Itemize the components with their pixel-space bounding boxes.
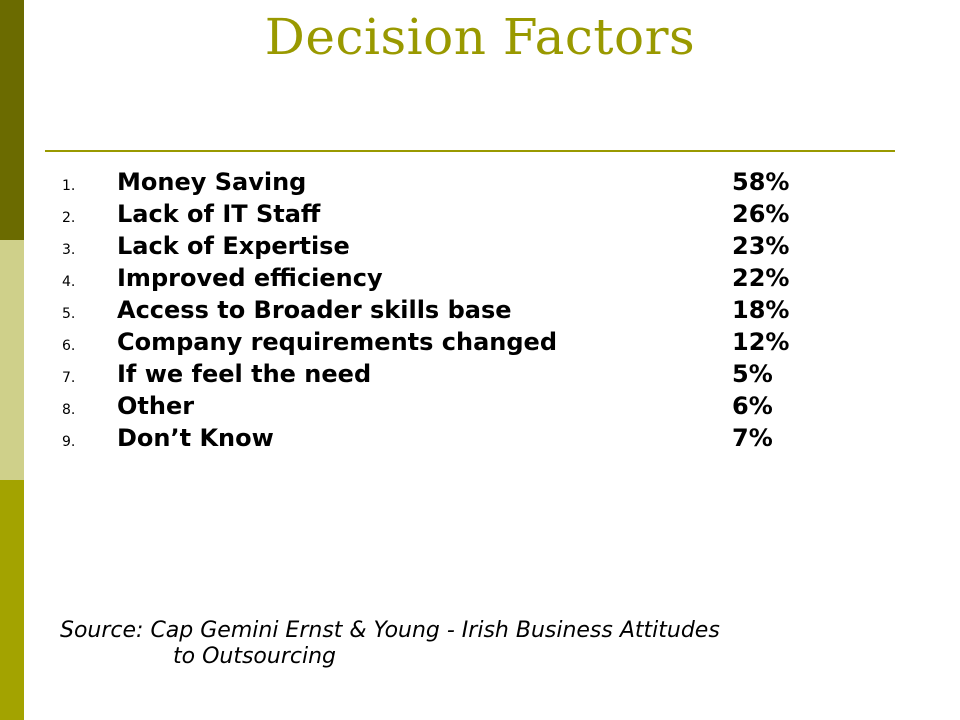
factor-label: Lack of Expertise <box>117 232 350 260</box>
factor-percent: 12% <box>732 328 790 356</box>
factor-percent: 22% <box>732 264 790 292</box>
source-line-1: Source: Cap Gemini Ernst & Young - Irish… <box>60 618 720 643</box>
title-divider <box>45 150 895 152</box>
factor-percent: 58% <box>732 168 790 196</box>
factor-label: If we feel the need <box>117 360 372 388</box>
item-number: 7. <box>62 370 76 386</box>
factor-percent: 6% <box>732 392 773 420</box>
factor-percent: 26% <box>732 200 790 228</box>
factor-label: Access to Broader skills base <box>117 296 512 324</box>
factor-label: Company requirements changed <box>117 328 558 356</box>
item-number: 1. <box>62 178 76 194</box>
item-number: 5. <box>62 306 76 322</box>
factor-label: Money Saving <box>117 168 307 196</box>
factor-percent: 7% <box>732 424 773 452</box>
factor-label: Other <box>117 392 195 420</box>
item-number: 4. <box>62 274 76 290</box>
item-number: 9. <box>62 434 76 450</box>
source-line-2: to Outsourcing <box>173 644 336 669</box>
factor-percent: 5% <box>732 360 773 388</box>
item-number: 3. <box>62 242 76 258</box>
decorative-bar-bottom <box>0 480 24 720</box>
item-number: 8. <box>62 402 76 418</box>
factor-label: Improved efficiency <box>117 264 383 292</box>
slide-title: Decision Factors <box>264 8 696 66</box>
factor-percent: 18% <box>732 296 790 324</box>
item-number: 2. <box>62 210 76 226</box>
source-citation: Source: Cap Gemini Ernst & Young - Irish… <box>60 618 920 670</box>
factor-label: Lack of IT Staff <box>117 200 321 228</box>
decorative-bar-top <box>0 0 24 240</box>
factor-percent: 23% <box>732 232 790 260</box>
item-number: 6. <box>62 338 76 354</box>
decorative-bar-middle <box>0 240 24 480</box>
factor-label: Don’t Know <box>117 424 274 452</box>
